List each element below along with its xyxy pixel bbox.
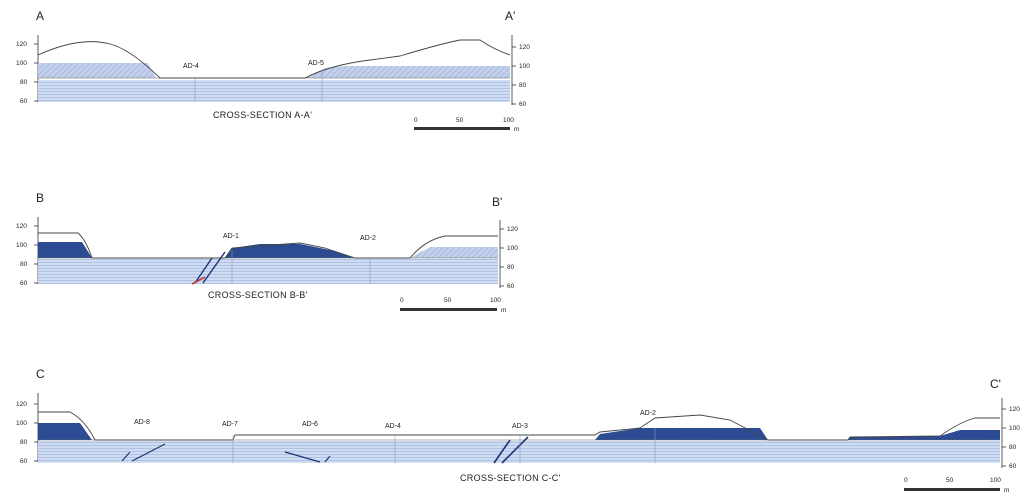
section-c-left-axis: 120 100 80 60 [16, 393, 39, 465]
section-a-tick-left: 120 [16, 41, 27, 48]
svg-text:m: m [1004, 487, 1009, 494]
section-c-ground-profile [38, 411, 1000, 441]
section-c-borehole-label: AD-7 [222, 421, 238, 428]
svg-text:80: 80 [20, 439, 28, 446]
svg-text:100: 100 [990, 477, 1001, 484]
section-b-ground-profile [38, 232, 498, 259]
section-c-borehole-label: AD-2 [640, 410, 656, 417]
section-b-label-right: B' [492, 195, 502, 209]
section-c-borehole-label: AD-4 [385, 423, 401, 430]
svg-text:80: 80 [20, 261, 28, 268]
section-a-scale-bar: 0 50 100 m [414, 117, 519, 133]
svg-text:0: 0 [904, 477, 908, 484]
section-c-borehole-label: AD-8 [134, 419, 150, 426]
svg-text:100: 100 [16, 420, 27, 427]
section-a-tick-right: 120 [519, 44, 530, 51]
section-a-tick-left: 80 [20, 79, 28, 86]
section-c-fault-lines [121, 436, 529, 464]
section-b-dark-layer-left [38, 242, 92, 258]
section-a-borehole-label: AD-4 [183, 63, 199, 70]
svg-text:50: 50 [444, 297, 452, 304]
section-b-scale-bar: 0 50 100 m [400, 297, 506, 314]
svg-text:60: 60 [20, 458, 28, 465]
svg-text:50: 50 [456, 117, 464, 124]
section-b-borehole-label: AD-1 [223, 233, 239, 240]
section-c-dark-layer-middle [595, 428, 768, 440]
section-a-borehole-label: AD-5 [308, 60, 324, 67]
section-a-tick-right: 80 [519, 82, 527, 89]
section-c-dark-layer-left [38, 423, 92, 440]
svg-text:100: 100 [1009, 425, 1020, 432]
svg-text:80: 80 [507, 264, 515, 271]
section-c: C C' 120 100 80 60 [16, 367, 1020, 494]
section-a-right-axis: 120 100 80 60 [511, 35, 530, 108]
section-a-label-left: A [36, 9, 44, 23]
section-c-lower-layer [38, 441, 1000, 463]
svg-text:120: 120 [507, 226, 518, 233]
svg-text:120: 120 [1009, 406, 1020, 413]
section-b-lower-layer [38, 259, 498, 284]
section-a-hatched-layer-left [38, 63, 156, 78]
section-a-hatched-layer-right [305, 66, 510, 78]
section-b: B B' 120 100 80 60 AD-1 AD-2 [16, 191, 518, 314]
section-a-title: CROSS-SECTION A-A' [213, 110, 312, 120]
section-c-scale-bar: 0 50 100 m [904, 477, 1009, 494]
section-b-fault-lines [191, 251, 226, 285]
section-a-label-right: A' [505, 9, 515, 23]
section-a: A A' 120 100 80 60 AD-4 AD-5 [16, 9, 530, 133]
svg-text:80: 80 [1009, 444, 1017, 451]
section-a-ground-profile [37, 39, 511, 79]
svg-text:100: 100 [16, 242, 27, 249]
section-b-right-axis: 120 100 80 60 [499, 220, 518, 290]
svg-text:0: 0 [414, 117, 418, 124]
section-a-lower-layer [38, 80, 510, 102]
svg-text:120: 120 [16, 401, 27, 408]
section-a-tick-right: 100 [519, 63, 530, 70]
svg-text:60: 60 [20, 280, 28, 287]
svg-text:m: m [501, 307, 506, 314]
section-b-hatched-layer-right [410, 247, 498, 258]
section-c-label-left: C [36, 367, 45, 381]
svg-text:100: 100 [490, 297, 501, 304]
section-a-tick-left: 100 [16, 60, 27, 67]
section-c-dark-layer-right [848, 430, 1000, 440]
section-a-left-axis: 120 100 80 60 [16, 35, 39, 105]
svg-text:120: 120 [16, 223, 27, 230]
svg-text:m: m [514, 126, 519, 133]
section-c-borehole-label: AD-6 [302, 421, 318, 428]
section-a-tick-left: 60 [20, 98, 28, 105]
section-b-title: CROSS-SECTION B-B' [208, 290, 308, 300]
section-c-label-right: C' [990, 377, 1001, 391]
svg-text:0: 0 [400, 297, 404, 304]
section-c-borehole-label: AD-3 [512, 423, 528, 430]
section-b-left-axis: 120 100 80 60 [16, 217, 39, 287]
section-c-right-axis: 120 100 80 60 [1001, 398, 1020, 470]
section-b-dark-layer-middle [225, 244, 355, 258]
section-b-label-left: B [36, 191, 44, 205]
svg-text:100: 100 [503, 117, 514, 124]
section-c-title: CROSS-SECTION C-C' [460, 473, 561, 483]
svg-text:60: 60 [507, 283, 515, 290]
svg-text:50: 50 [946, 477, 954, 484]
svg-text:60: 60 [1009, 463, 1017, 470]
section-a-tick-right: 60 [519, 101, 527, 108]
svg-text:100: 100 [507, 245, 518, 252]
section-b-borehole-label: AD-2 [360, 235, 376, 242]
